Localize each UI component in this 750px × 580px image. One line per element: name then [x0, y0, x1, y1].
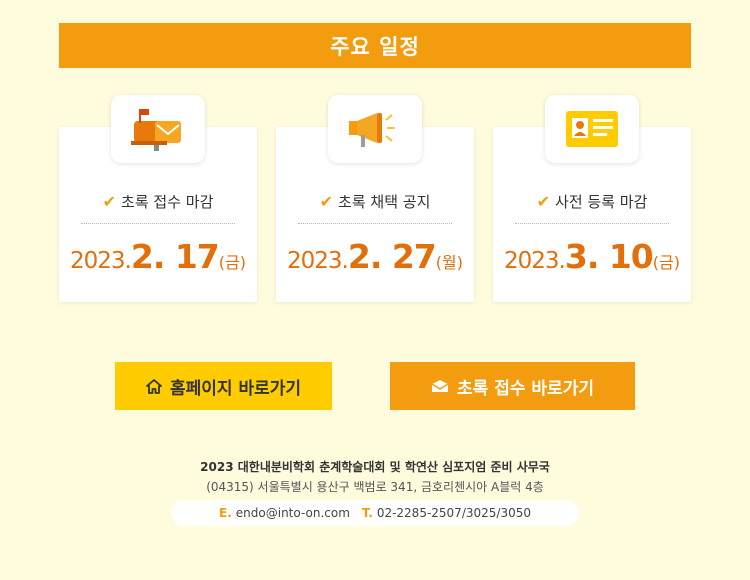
date-year: 2023.	[504, 248, 566, 274]
card-date: 2023.2. 17(금)	[59, 237, 257, 276]
organizer-address: (04315) 서울특별시 용산구 백범로 341, 금호리첸시아 A블럭 4층	[206, 480, 544, 494]
contact-bar: E. endo@into-on.com T. 02-2285-2507/3025…	[171, 500, 579, 526]
schedule-banner: 주요 일정	[59, 23, 691, 68]
date-weekday: (금)	[652, 253, 680, 272]
date-month-day: 2. 17	[130, 237, 220, 276]
date-year: 2023.	[287, 248, 349, 274]
email-link[interactable]: endo@into-on.com	[235, 506, 350, 520]
icon-box	[328, 95, 422, 163]
card-label: ✔ 초록 접수 마감	[81, 191, 235, 224]
card-label: ✔ 사전 등록 마감	[515, 191, 669, 224]
icon-box	[111, 95, 205, 163]
schedule-card: ✔ 사전 등록 마감 2023.3. 10(금)	[493, 95, 691, 302]
check-icon: ✔	[102, 192, 117, 211]
email-key: E.	[219, 506, 232, 520]
mailbox-icon	[131, 109, 181, 151]
tel-key: T.	[361, 506, 373, 520]
envelope-icon	[431, 380, 449, 392]
megaphone-icon	[349, 113, 395, 147]
date-month-day: 2. 27	[347, 237, 437, 276]
label-text: 초록 채택 공지	[338, 193, 431, 211]
organizer-name: 2023 대한내분비학회 춘계학술대회 및 학연산 심포지엄 준비 사무국	[200, 460, 550, 474]
date-weekday: (금)	[218, 253, 246, 272]
homepage-button-label: 홈페이지 바로가기	[169, 378, 302, 399]
date-month-day: 3. 10	[564, 237, 654, 276]
abstract-button-label: 초록 접수 바로가기	[457, 378, 594, 399]
icon-box	[545, 95, 639, 163]
schedule-card: ✔ 초록 접수 마감 2023.2. 17(금)	[59, 95, 257, 302]
banner-title: 주요 일정	[330, 34, 420, 59]
abstract-submit-button[interactable]: 초록 접수 바로가기	[390, 362, 635, 410]
id-card-icon	[566, 111, 618, 147]
homepage-button[interactable]: 홈페이지 바로가기	[115, 362, 332, 410]
card-date: 2023.2. 27(월)	[276, 237, 474, 276]
check-icon: ✔	[319, 192, 334, 211]
date-year: 2023.	[70, 248, 132, 274]
home-icon	[146, 378, 162, 394]
schedule-card: ✔ 초록 채택 공지 2023.2. 27(월)	[276, 95, 474, 302]
date-weekday: (월)	[435, 253, 463, 272]
card-date: 2023.3. 10(금)	[493, 237, 691, 276]
check-icon: ✔	[536, 192, 551, 211]
label-text: 사전 등록 마감	[555, 193, 648, 211]
tel-number: 02-2285-2507/3025/3050	[376, 506, 531, 520]
card-label: ✔ 초록 채택 공지	[298, 191, 452, 224]
label-text: 초록 접수 마감	[121, 193, 214, 211]
